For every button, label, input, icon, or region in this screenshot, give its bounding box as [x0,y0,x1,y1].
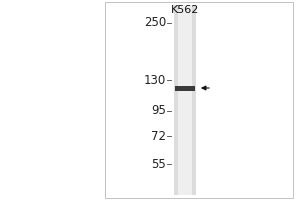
Bar [175,86,195,90]
Text: 95: 95 [151,104,166,117]
Text: 72: 72 [151,130,166,142]
Bar [105,2,293,198]
Bar [178,5,192,195]
Text: 55: 55 [151,158,166,170]
Text: 250: 250 [144,17,166,29]
Text: 130: 130 [144,73,166,86]
Text: K562: K562 [171,5,199,15]
Bar [174,5,196,195]
